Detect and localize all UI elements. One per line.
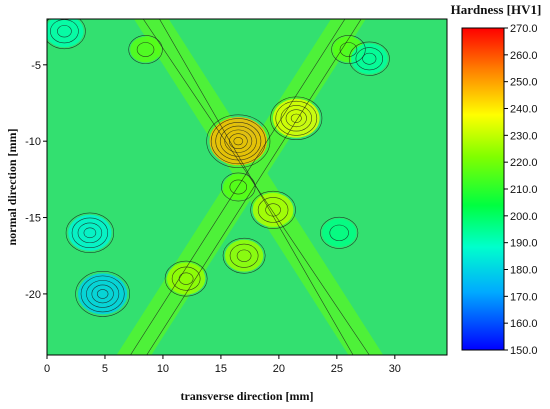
contour-band-line bbox=[159, 19, 354, 355]
colorbar-tick-label: 180.0 bbox=[510, 265, 538, 277]
contour-ring bbox=[362, 52, 377, 65]
contour-ring bbox=[320, 216, 359, 249]
x-tick-label: 0 bbox=[44, 363, 50, 375]
colorbar-tick-label: 150.0 bbox=[510, 345, 538, 357]
contour-ring bbox=[236, 249, 252, 262]
hardness-feature-12 bbox=[322, 218, 357, 248]
hardness-feature-7 bbox=[166, 262, 206, 295]
y-tick-label: -5 bbox=[31, 60, 41, 72]
colorbar-tick-label: 270.0 bbox=[510, 23, 538, 35]
y-tick-label: -15 bbox=[25, 213, 41, 225]
hardness-feature-0 bbox=[130, 36, 161, 63]
contour-ring bbox=[329, 224, 349, 241]
contour-ring bbox=[171, 266, 201, 291]
contour-ring bbox=[221, 172, 256, 202]
contour-ring bbox=[285, 109, 307, 128]
colorbar: Hardness [HV1] 270.0 260.0 250.0 240.0 230.0… bbox=[451, 2, 542, 357]
contour-ring bbox=[275, 100, 318, 136]
contour-ring bbox=[224, 129, 253, 153]
contour-ring bbox=[80, 275, 125, 313]
contour-ring bbox=[47, 19, 86, 50]
contour-ring bbox=[229, 243, 259, 268]
contour-ring bbox=[128, 35, 163, 64]
contour-ring bbox=[229, 179, 248, 195]
colorbar-tick-label: 200.0 bbox=[510, 211, 538, 223]
contour-ring bbox=[77, 222, 103, 244]
hardness-feature-9 bbox=[68, 214, 112, 251]
plot-frame bbox=[46, 18, 448, 356]
colorbar-tick-label: 170.0 bbox=[510, 291, 538, 303]
contour-ring bbox=[280, 105, 312, 132]
colorbar-tick-label: 260.0 bbox=[510, 50, 538, 62]
x-axis-title: transverse direction [mm] bbox=[180, 389, 313, 403]
contour-ring bbox=[136, 42, 155, 57]
contour-ring bbox=[83, 227, 97, 239]
x-tick-label: 15 bbox=[215, 363, 227, 375]
colorbar-tick-label: 210.0 bbox=[510, 184, 538, 196]
x-axis: 0 5 10 15 20 25 30 bbox=[44, 355, 401, 375]
hardness-field bbox=[47, 19, 388, 355]
x-tick-label: 25 bbox=[331, 363, 343, 375]
contour-lines bbox=[47, 19, 390, 355]
colorbar-tick-label: 220.0 bbox=[510, 157, 538, 169]
contour-ring bbox=[339, 42, 358, 57]
y-axis: -5 -10 -15 -20 bbox=[25, 60, 47, 301]
contour-ring bbox=[91, 284, 114, 304]
contour-ring bbox=[71, 217, 109, 249]
y-tick-label: -10 bbox=[25, 136, 41, 148]
hardness-feature-8 bbox=[78, 273, 128, 315]
colorbar-tick-label: 160.0 bbox=[510, 318, 538, 330]
contour-ring bbox=[206, 114, 271, 168]
contour-ring bbox=[50, 19, 79, 44]
hardness-feature-2 bbox=[222, 174, 254, 200]
hardness-feature-5 bbox=[252, 192, 294, 227]
y-tick-label: -20 bbox=[25, 289, 41, 301]
contour-ring bbox=[164, 260, 208, 297]
colorbar-title: Hardness [HV1] bbox=[451, 2, 542, 17]
hardness-feature-6 bbox=[224, 239, 264, 272]
contour-ring bbox=[86, 280, 120, 308]
colorbar-tick-label: 240.0 bbox=[510, 104, 538, 116]
x-tick-label: 20 bbox=[273, 363, 285, 375]
colorbar-tick-label: 190.0 bbox=[510, 238, 538, 250]
colorbar-gradient bbox=[461, 27, 505, 351]
x-tick-label: 30 bbox=[389, 363, 401, 375]
x-tick-label: 10 bbox=[157, 363, 169, 375]
hardness-feature-3 bbox=[209, 117, 268, 166]
contour-band-line bbox=[146, 19, 362, 355]
contour-ring bbox=[290, 113, 302, 123]
contour-ring bbox=[270, 96, 323, 140]
contour-ring bbox=[222, 237, 266, 274]
x-tick-label: 5 bbox=[102, 363, 108, 375]
contour-ring bbox=[96, 289, 109, 299]
contour-ring bbox=[331, 35, 366, 64]
contour-ring bbox=[75, 271, 131, 317]
hardness-feature-4 bbox=[272, 98, 320, 138]
hardness-feature-11 bbox=[351, 43, 388, 74]
contour-ring bbox=[348, 41, 390, 76]
hardness-feature-10 bbox=[47, 19, 84, 48]
colorbar-tick-label: 230.0 bbox=[510, 130, 538, 142]
y-axis-title: normal direction [mm] bbox=[5, 128, 19, 245]
contour-ring bbox=[228, 133, 248, 150]
plot-area bbox=[46, 18, 448, 356]
contour-ring bbox=[233, 137, 244, 146]
contour-ring bbox=[257, 197, 289, 223]
contour-ring bbox=[250, 190, 296, 229]
contour-ring bbox=[57, 25, 72, 38]
contour-ring bbox=[210, 118, 266, 165]
contour-ring bbox=[355, 47, 384, 71]
colorbar-tick-label: 250.0 bbox=[510, 77, 538, 89]
contour-ring bbox=[65, 212, 115, 253]
contour-band-line bbox=[130, 19, 346, 355]
